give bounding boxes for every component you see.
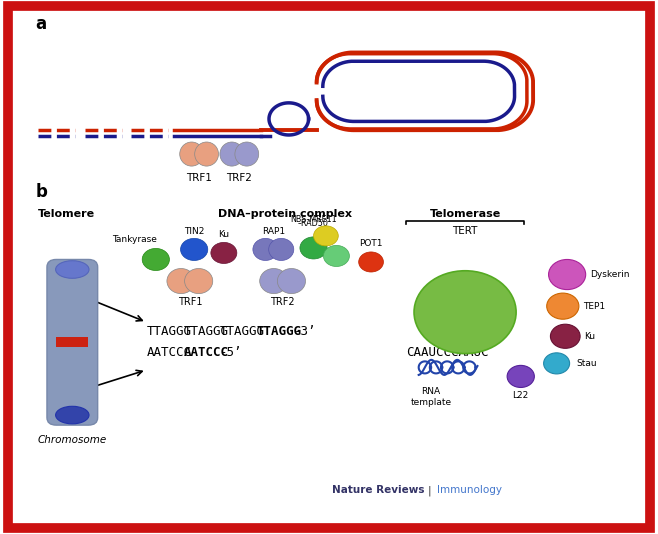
Text: NBS-MRE11: NBS-MRE11 [290,215,337,224]
Text: -3’: -3’ [293,325,316,337]
Text: |: | [428,485,432,496]
Text: Telomerase: Telomerase [430,209,501,219]
Text: POT1: POT1 [359,239,383,248]
Ellipse shape [142,248,169,271]
Text: a: a [36,14,46,33]
Ellipse shape [56,406,89,424]
Ellipse shape [180,238,208,261]
Ellipse shape [253,238,278,261]
Ellipse shape [220,142,243,166]
Text: TTAGGG: TTAGGG [257,325,302,337]
Ellipse shape [359,252,384,272]
Ellipse shape [167,269,195,294]
Text: TIN2: TIN2 [184,227,205,236]
Bar [56,337,88,347]
Ellipse shape [547,293,579,319]
Ellipse shape [549,260,586,289]
Text: RNA
template: RNA template [411,388,451,407]
Text: RAP1: RAP1 [262,227,285,236]
Ellipse shape [185,269,213,294]
Text: –RAD50: –RAD50 [298,219,329,228]
Ellipse shape [260,269,288,294]
Text: TEP1: TEP1 [582,302,605,311]
Text: TRF2: TRF2 [226,172,252,183]
FancyBboxPatch shape [47,260,97,425]
Text: TTAGGG: TTAGGG [184,325,228,337]
Ellipse shape [211,242,237,263]
Text: Dyskerin: Dyskerin [590,270,630,279]
Text: Nature Reviews: Nature Reviews [332,485,425,496]
Text: DNA–protein complex: DNA–protein complex [218,209,351,219]
Text: CAAUCCCAAUC: CAAUCCCAAUC [407,346,489,359]
Ellipse shape [314,226,338,246]
Ellipse shape [180,142,203,166]
Text: Ku: Ku [584,332,595,341]
Text: TTAGGG: TTAGGG [220,325,265,337]
Text: -5’: -5’ [220,346,243,359]
Ellipse shape [278,269,305,294]
Ellipse shape [544,353,570,374]
Text: Immunology: Immunology [438,485,502,496]
Text: Ku: Ku [218,230,230,239]
Text: AATCCC: AATCCC [147,346,191,359]
Text: TRF1: TRF1 [186,172,212,183]
Text: Telomere: Telomere [38,209,95,219]
Ellipse shape [507,365,534,388]
Ellipse shape [235,142,259,166]
Text: TTAGGG: TTAGGG [147,325,191,337]
Ellipse shape [324,246,349,266]
Ellipse shape [414,271,516,354]
Text: Tankyrase: Tankyrase [112,235,157,245]
Text: TRF1: TRF1 [178,297,202,307]
Ellipse shape [268,238,293,261]
Text: L22: L22 [513,391,529,400]
Text: Stau: Stau [576,359,597,368]
Ellipse shape [56,261,89,278]
Text: AATCCC: AATCCC [184,346,228,359]
Text: TERT: TERT [453,226,478,236]
Text: TRF2: TRF2 [270,297,295,307]
Text: Chromosome: Chromosome [38,435,107,445]
Ellipse shape [551,324,580,348]
Ellipse shape [195,142,218,166]
Ellipse shape [300,237,327,259]
Text: b: b [36,183,47,201]
